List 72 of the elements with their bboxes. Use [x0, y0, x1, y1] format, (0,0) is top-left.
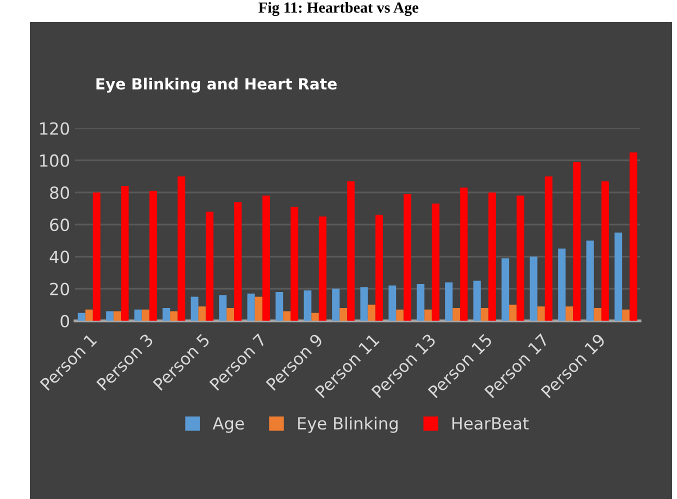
y-tick-label: 40	[50, 250, 70, 264]
bar	[375, 214, 383, 321]
bar	[85, 310, 93, 321]
bar	[473, 280, 481, 321]
bar	[162, 308, 170, 321]
bar	[347, 181, 355, 321]
y-tick-label: 60	[50, 218, 70, 232]
y-tick-label: 20	[50, 282, 70, 296]
bar	[276, 292, 284, 321]
legend-label: Eye Blinking	[298, 416, 398, 433]
bar	[601, 181, 609, 321]
bar	[445, 282, 453, 321]
bar	[537, 306, 545, 321]
bar	[573, 162, 581, 321]
bar	[460, 188, 468, 321]
bar	[530, 256, 538, 321]
bar	[432, 204, 440, 321]
y-tick-label: 0	[60, 314, 70, 328]
bar	[304, 290, 312, 321]
bar	[226, 308, 234, 321]
legend-label: Age	[212, 417, 244, 433]
y-tick-label: 80	[50, 186, 70, 200]
bar	[622, 310, 630, 321]
bar	[198, 306, 206, 321]
bar	[388, 286, 396, 321]
legend-label: HearBeat	[452, 417, 529, 430]
y-tick-label: 120	[40, 122, 70, 135]
bar	[594, 308, 602, 321]
bar	[340, 308, 348, 321]
bar	[170, 311, 178, 321]
bar	[368, 304, 376, 321]
bar	[544, 176, 552, 321]
bar	[488, 192, 496, 321]
bar	[396, 310, 404, 321]
bar	[178, 176, 186, 321]
bar	[262, 196, 270, 321]
bar	[424, 310, 432, 321]
bar	[149, 190, 157, 321]
caption: Fig 11: Heartbeat vs Age	[258, 2, 418, 16]
y-tick-label: 100	[40, 154, 70, 167]
chart-title: Eye Blinking and Heart Rate	[96, 78, 337, 93]
bar	[614, 232, 622, 321]
bar	[114, 311, 122, 321]
bar	[586, 240, 594, 321]
bar	[206, 212, 214, 321]
bar	[480, 308, 488, 321]
bar	[502, 258, 510, 321]
bar	[134, 310, 142, 321]
bar	[630, 152, 638, 321]
bar	[219, 295, 227, 321]
bar	[121, 186, 129, 321]
bar	[106, 311, 114, 321]
bar	[190, 296, 198, 321]
bar	[311, 312, 319, 321]
bar	[92, 192, 100, 321]
bar	[516, 196, 524, 321]
bar	[234, 202, 242, 321]
bar	[142, 310, 150, 321]
bar	[247, 294, 255, 321]
bar	[332, 288, 340, 321]
bar	[558, 248, 566, 321]
bar	[404, 194, 412, 321]
bar	[283, 311, 291, 321]
bar	[566, 306, 574, 321]
bar	[360, 287, 368, 321]
bar	[416, 284, 424, 321]
bar	[318, 216, 326, 321]
bar	[254, 296, 262, 321]
bar	[290, 206, 298, 321]
bar	[78, 312, 86, 321]
bar	[509, 304, 517, 321]
bar	[452, 308, 460, 321]
